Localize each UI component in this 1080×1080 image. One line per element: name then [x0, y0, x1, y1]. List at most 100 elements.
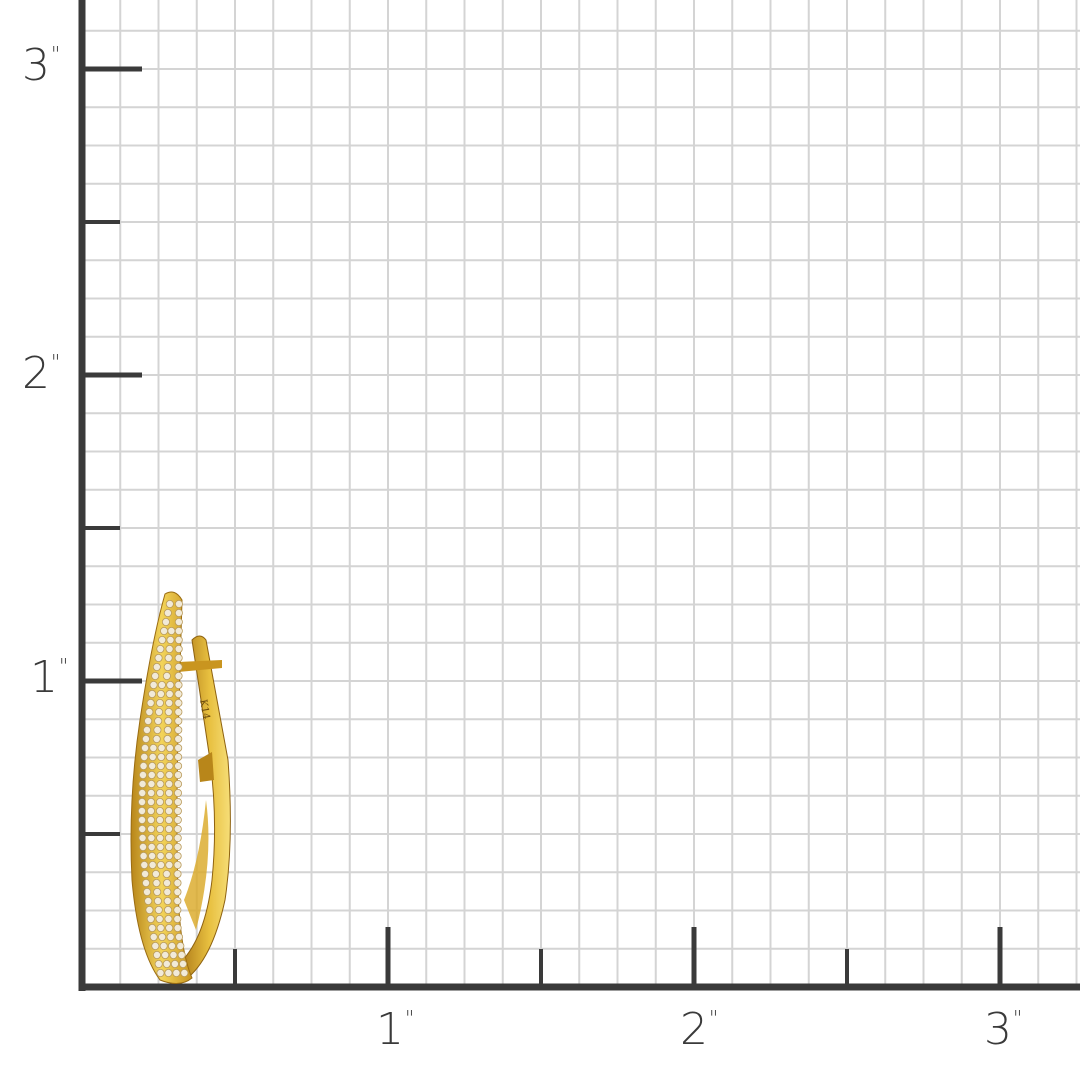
diamond-stone — [147, 789, 156, 798]
diamond-stone — [156, 852, 165, 861]
diamond-stone — [174, 627, 183, 636]
diamond-stone — [163, 879, 172, 888]
diamond-stone — [174, 618, 183, 627]
hinge-plate — [198, 752, 214, 782]
diamond-stone — [138, 771, 147, 780]
diamond-stone — [164, 717, 173, 726]
y-label-2: 2 " — [22, 348, 60, 399]
diamond-stone — [162, 870, 171, 879]
diamond-stone — [174, 600, 183, 609]
diamond-stone — [173, 870, 182, 879]
diamond-stone — [174, 645, 183, 654]
hoop-inner-shine — [184, 800, 209, 930]
diamond-stone — [165, 861, 174, 870]
diamond-stone — [151, 672, 160, 681]
diamond-stone — [174, 717, 183, 726]
diamond-stone — [164, 969, 173, 978]
x-label-3: 3 " — [984, 1004, 1022, 1055]
diamond-stone — [173, 906, 182, 915]
diamond-stone — [166, 636, 175, 645]
diamond-stone — [173, 816, 182, 825]
diamond-stone — [165, 924, 174, 933]
diamond-stone — [142, 726, 151, 735]
diamond-stone — [138, 807, 147, 816]
diamond-stone — [157, 753, 166, 762]
diamond-stone — [165, 771, 174, 780]
diamond-stone — [138, 834, 147, 843]
diamond-stone — [163, 609, 172, 618]
diamond-stone — [149, 744, 158, 753]
diamond-stone — [161, 618, 170, 627]
diamond-stone — [174, 726, 183, 735]
diamond-stone — [147, 780, 156, 789]
diamond-stone — [163, 663, 172, 672]
diamond-stone — [151, 942, 160, 951]
diamond-stone — [149, 933, 158, 942]
diamond-stone — [166, 681, 175, 690]
diamond-stone — [147, 825, 156, 834]
diamond-stone — [163, 897, 172, 906]
y-label-1: 1 " — [30, 652, 68, 703]
stamp-text: K14 — [197, 699, 211, 721]
diamond-stone — [142, 879, 151, 888]
diamond-stone — [168, 942, 177, 951]
diamond-stone — [141, 744, 150, 753]
diamond-stone — [153, 726, 162, 735]
diamond-stone — [145, 708, 154, 717]
diamond-stone — [156, 789, 165, 798]
diamond-stone — [159, 942, 168, 951]
diamond-stone — [153, 897, 162, 906]
diamond-stone — [164, 654, 173, 663]
diamond-stone — [165, 744, 174, 753]
diamond-stone — [155, 798, 164, 807]
diamond-stone — [174, 744, 183, 753]
diamond-stone — [139, 843, 148, 852]
diamond-stone — [156, 969, 165, 978]
diamond-stone — [174, 771, 183, 780]
diamond-stone — [173, 834, 182, 843]
diamond-stone — [161, 951, 170, 960]
hoop-back — [177, 635, 231, 981]
diamond-stone — [164, 816, 173, 825]
diamond-stone — [147, 843, 156, 852]
diamond-stone — [164, 807, 173, 816]
diamond-stone — [143, 888, 152, 897]
diamond-stone — [155, 699, 164, 708]
diamond-stone — [158, 636, 167, 645]
diamond-stone — [151, 870, 160, 879]
diamond-stone — [138, 825, 147, 834]
diamond-stone — [165, 843, 174, 852]
diamond-stone — [180, 969, 189, 978]
diamond-stone — [156, 690, 165, 699]
diamond-stone — [174, 654, 183, 663]
diamond-stone — [165, 645, 174, 654]
diamond-stone — [164, 798, 173, 807]
diamond-stone — [174, 663, 183, 672]
diamond-stone — [156, 762, 165, 771]
diamond-stone — [157, 681, 166, 690]
diamond-stone — [156, 924, 165, 933]
diamond-stone — [170, 960, 179, 969]
diamond-stone — [165, 699, 174, 708]
diamond-stone — [179, 960, 188, 969]
diamond-stone — [174, 681, 183, 690]
diamond-stone — [156, 834, 165, 843]
diamond-stone — [138, 789, 147, 798]
diamond-stone — [173, 798, 182, 807]
diamond-stone — [174, 735, 183, 744]
diamond-stone — [152, 951, 161, 960]
diamond-stone — [163, 888, 172, 897]
diamond-stone — [148, 924, 157, 933]
diamond-stone — [148, 852, 157, 861]
diamond-stone — [155, 807, 164, 816]
diamond-stone — [141, 870, 150, 879]
diamond-stone — [141, 735, 150, 744]
diamond-stone — [163, 735, 172, 744]
diamond-stone — [148, 861, 157, 870]
diamond-stone — [174, 753, 183, 762]
diamond-stone — [165, 690, 174, 699]
diamond-stone — [146, 807, 155, 816]
diamond-stone — [176, 942, 185, 951]
diamond-stone — [149, 681, 158, 690]
